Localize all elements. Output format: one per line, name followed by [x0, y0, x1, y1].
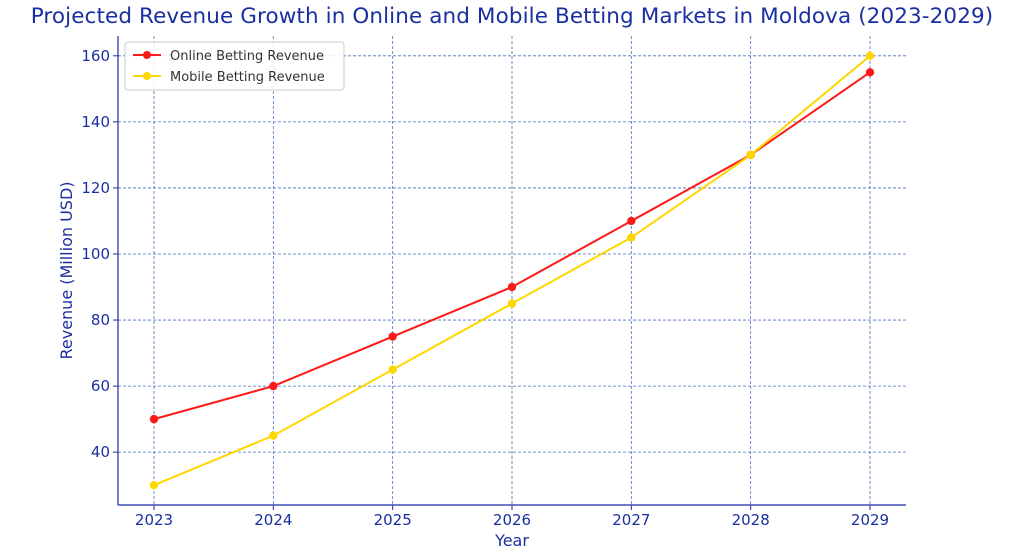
legend-swatch-marker: [143, 51, 151, 59]
series: [149, 51, 875, 490]
legend-swatch-marker: [143, 72, 151, 80]
data-point: [149, 414, 159, 424]
series-mobile: [149, 51, 875, 490]
y-tick-label: 100: [81, 245, 110, 263]
data-point: [507, 282, 517, 292]
y-tick-label: 60: [91, 377, 110, 395]
data-point: [865, 51, 875, 61]
data-point: [149, 480, 159, 490]
data-point: [388, 365, 397, 374]
legend-label: Mobile Betting Revenue: [170, 70, 325, 85]
axes: [113, 36, 906, 510]
data-point: [269, 431, 278, 440]
chart-title: Projected Revenue Growth in Online and M…: [30, 4, 994, 29]
y-tick-label: 40: [91, 443, 110, 461]
x-tick-label: 2028: [732, 511, 770, 529]
legend-box: [124, 41, 345, 91]
data-point: [627, 233, 636, 242]
x-tick-label: 2023: [135, 511, 173, 529]
x-tick-label: 2024: [254, 511, 292, 529]
data-point: [746, 150, 755, 160]
legend: Online Betting Revenue Mobile Betting Rev…: [124, 41, 345, 91]
data-point: [627, 216, 636, 226]
grid: [118, 36, 906, 505]
data-point: [507, 299, 517, 308]
x-tick-label: 2029: [851, 511, 889, 529]
y-axis-label: Revenue (Million USD): [57, 181, 76, 359]
y-tick-label: 140: [81, 113, 110, 131]
x-tick-label: 2026: [493, 511, 531, 529]
data-point: [865, 68, 875, 77]
y-tick-label: 120: [81, 179, 110, 197]
series-line: [153, 55, 871, 487]
tick-labels: 2023 2024 2025 2026 2027 2028 2029 40 60 80 100 120…: [81, 47, 889, 529]
data-point: [388, 332, 397, 341]
y-tick-label: 160: [81, 47, 110, 65]
x-axis-label: Year: [494, 531, 529, 550]
y-tick-label: 80: [91, 311, 110, 329]
x-tick-label: 2027: [612, 511, 650, 529]
x-tick-label: 2025: [374, 511, 412, 529]
legend-label: Online Betting Revenue: [170, 49, 324, 64]
data-point: [269, 381, 278, 391]
